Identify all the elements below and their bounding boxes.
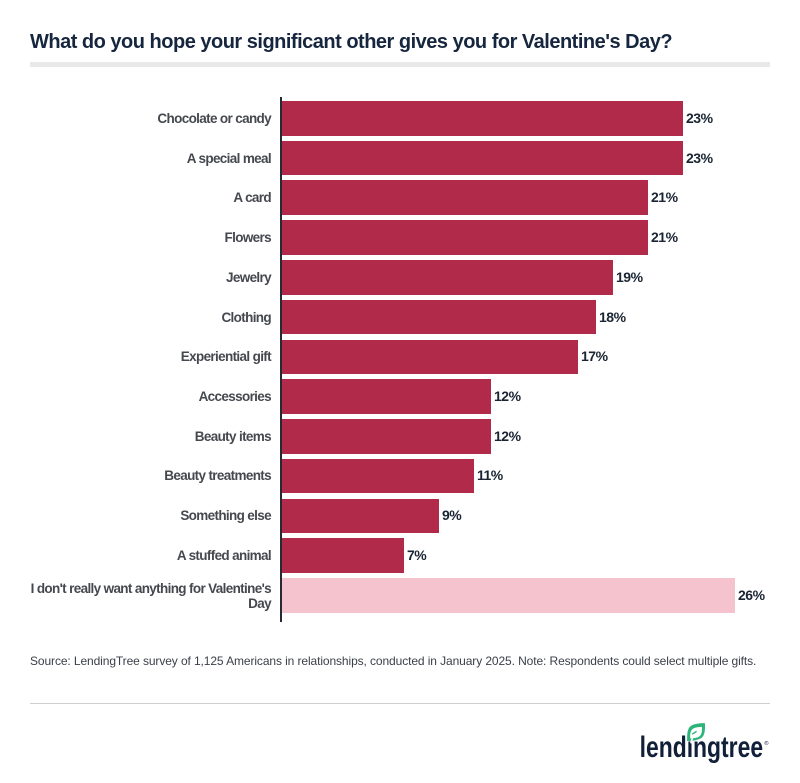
svg-text:®: ® [764,740,769,747]
